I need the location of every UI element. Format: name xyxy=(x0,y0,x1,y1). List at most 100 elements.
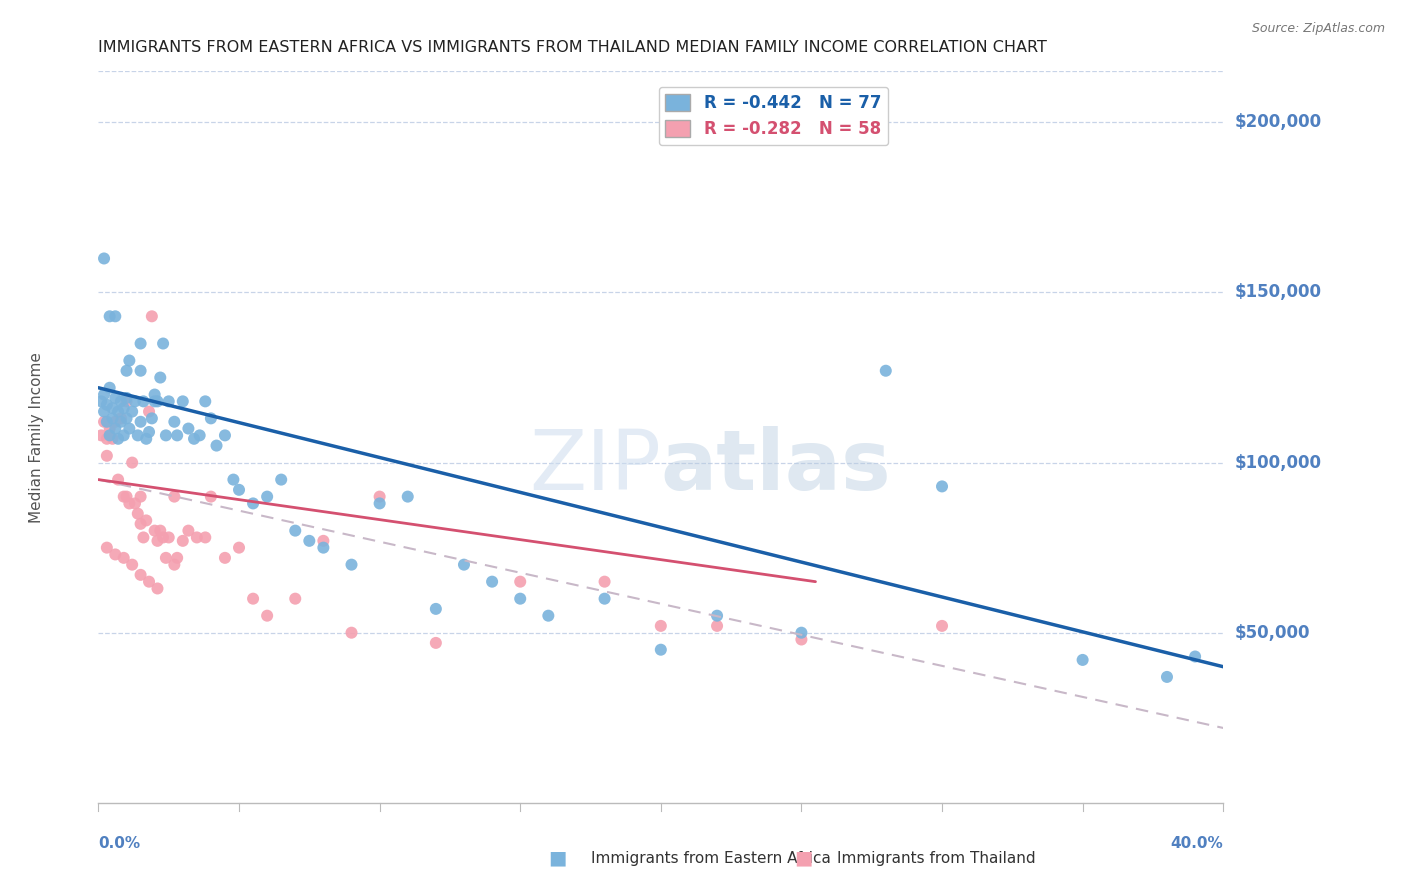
Point xyxy=(127,507,149,521)
Point xyxy=(537,608,560,623)
Point xyxy=(112,490,135,504)
Text: atlas: atlas xyxy=(661,425,891,507)
Point xyxy=(706,608,728,623)
Point xyxy=(155,550,177,565)
Point xyxy=(875,364,897,378)
Point xyxy=(101,432,124,446)
Point xyxy=(396,490,419,504)
Point xyxy=(121,558,143,572)
Point xyxy=(157,531,180,545)
Point xyxy=(509,574,531,589)
Point xyxy=(115,364,138,378)
Point xyxy=(93,404,115,418)
Point xyxy=(593,591,616,606)
Point xyxy=(138,425,160,439)
Point xyxy=(166,550,188,565)
Text: $100,000: $100,000 xyxy=(1234,454,1322,472)
Point xyxy=(186,531,208,545)
Point xyxy=(129,364,152,378)
Point xyxy=(129,516,152,531)
Text: $150,000: $150,000 xyxy=(1234,284,1322,301)
Point xyxy=(101,401,124,416)
Point xyxy=(453,558,475,572)
Point xyxy=(112,428,135,442)
Point xyxy=(146,533,169,548)
Point xyxy=(96,398,118,412)
Point xyxy=(129,490,152,504)
Point xyxy=(200,411,222,425)
Point xyxy=(706,619,728,633)
Point xyxy=(96,415,118,429)
Point xyxy=(104,548,127,562)
Text: $50,000: $50,000 xyxy=(1234,624,1310,641)
Point xyxy=(104,421,127,435)
Point xyxy=(256,608,278,623)
Point xyxy=(481,574,503,589)
Point xyxy=(135,513,157,527)
Point xyxy=(93,387,115,401)
Point xyxy=(650,619,672,633)
Text: Source: ZipAtlas.com: Source: ZipAtlas.com xyxy=(1251,22,1385,36)
Text: ZIP: ZIP xyxy=(529,425,661,507)
Point xyxy=(143,394,166,409)
Point xyxy=(931,619,953,633)
Text: Median Family Income: Median Family Income xyxy=(30,351,44,523)
Point xyxy=(242,496,264,510)
Point xyxy=(146,582,169,596)
Point xyxy=(340,558,363,572)
Point xyxy=(138,574,160,589)
Point xyxy=(124,496,146,510)
Point xyxy=(177,524,200,538)
Point xyxy=(205,439,228,453)
Point xyxy=(98,381,121,395)
Point xyxy=(90,428,112,442)
Point xyxy=(166,428,188,442)
Point xyxy=(149,370,172,384)
Point xyxy=(1156,670,1178,684)
Point xyxy=(931,479,953,493)
Text: $200,000: $200,000 xyxy=(1234,113,1322,131)
Point xyxy=(93,252,115,266)
Text: ■: ■ xyxy=(794,848,813,868)
Point xyxy=(425,602,447,616)
Point xyxy=(118,496,141,510)
Point xyxy=(121,404,143,418)
Point xyxy=(214,550,236,565)
Point xyxy=(200,490,222,504)
Point xyxy=(146,394,169,409)
Text: Immigrants from Thailand: Immigrants from Thailand xyxy=(837,851,1035,865)
Point xyxy=(93,415,115,429)
Point xyxy=(129,415,152,429)
Point xyxy=(312,541,335,555)
Point xyxy=(118,421,141,435)
Point xyxy=(107,404,129,418)
Point xyxy=(115,490,138,504)
Point xyxy=(132,531,155,545)
Point xyxy=(127,428,149,442)
Point xyxy=(157,394,180,409)
Point xyxy=(118,353,141,368)
Point xyxy=(96,432,118,446)
Point xyxy=(107,432,129,446)
Text: ■: ■ xyxy=(548,848,567,868)
Point xyxy=(110,411,132,425)
Point xyxy=(96,541,118,555)
Point xyxy=(650,642,672,657)
Point xyxy=(104,391,127,405)
Point xyxy=(98,421,121,435)
Point xyxy=(98,310,121,324)
Point xyxy=(172,533,194,548)
Point xyxy=(242,591,264,606)
Point xyxy=(163,490,186,504)
Point xyxy=(155,428,177,442)
Point xyxy=(132,394,155,409)
Text: IMMIGRANTS FROM EASTERN AFRICA VS IMMIGRANTS FROM THAILAND MEDIAN FAMILY INCOME : IMMIGRANTS FROM EASTERN AFRICA VS IMMIGR… xyxy=(98,40,1047,55)
Point xyxy=(790,625,813,640)
Point xyxy=(101,411,124,425)
Point xyxy=(1071,653,1094,667)
Point xyxy=(124,394,146,409)
Point xyxy=(222,473,245,487)
Point xyxy=(115,411,138,425)
Point xyxy=(509,591,531,606)
Point xyxy=(115,391,138,405)
